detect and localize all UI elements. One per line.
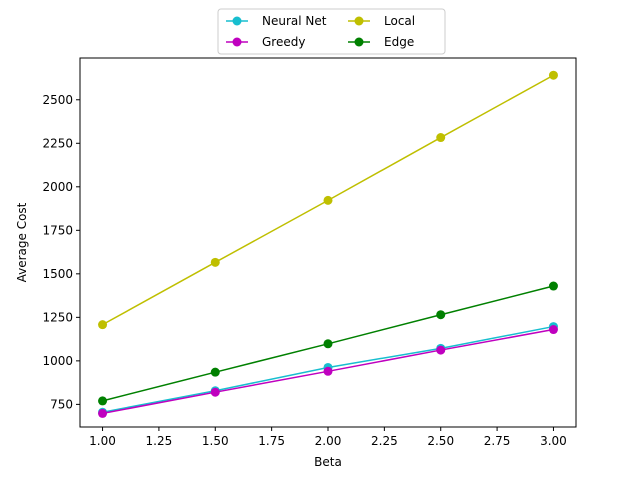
data-point-local: [548, 70, 558, 80]
data-point-edge: [210, 367, 220, 377]
x-tick-label: 2.50: [427, 434, 454, 448]
legend-label: Greedy: [262, 35, 305, 49]
x-tick-label: 1.25: [146, 434, 173, 448]
legend-marker: [232, 37, 242, 47]
legend-marker: [354, 16, 364, 26]
y-axis: 750 1000 1250 1500 1750 2000 2250 2500: [42, 93, 80, 411]
legend: Neural Net Greedy Local Edge: [217, 8, 446, 55]
data-point-local: [98, 320, 108, 330]
x-tick-label: 1.00: [89, 434, 116, 448]
legend-item-edge: Edge: [348, 35, 414, 49]
y-tick-label: 1750: [42, 223, 73, 237]
series-local: [98, 70, 558, 330]
legend-item-greedy: Greedy: [226, 35, 305, 49]
x-tick-label: 1.50: [202, 434, 229, 448]
data-point-greedy: [98, 408, 108, 418]
plot-area: [98, 70, 558, 418]
legend-label: Local: [384, 14, 415, 28]
legend-box: [217, 8, 446, 55]
data-point-local: [436, 133, 446, 143]
y-tick-label: 1000: [42, 354, 73, 368]
series-greedy: [98, 325, 558, 418]
y-axis-label: Average Cost: [15, 202, 29, 282]
data-point-greedy: [323, 366, 333, 376]
data-point-greedy: [436, 345, 446, 355]
legend-item-local: Local: [348, 14, 415, 28]
data-point-edge: [98, 396, 108, 406]
data-point-greedy: [548, 325, 558, 335]
x-tick-label: 2.00: [315, 434, 342, 448]
series-edge: [98, 281, 558, 406]
legend-marker: [354, 37, 364, 47]
data-point-local: [210, 257, 220, 267]
x-axis: 1.00 1.25 1.50 1.75 2.00 2.25 2.50 2.75 3.00: [89, 427, 567, 448]
y-tick-label: 1500: [42, 267, 73, 281]
data-point-edge: [548, 281, 558, 291]
x-axis-label: Beta: [314, 455, 342, 469]
data-point-edge: [323, 339, 333, 349]
y-tick-label: 1250: [42, 310, 73, 324]
x-tick-label: 2.25: [371, 434, 398, 448]
y-tick-label: 2500: [42, 93, 73, 107]
legend-item-neural-net: Neural Net: [226, 14, 327, 28]
y-tick-label: 750: [50, 397, 73, 411]
legend-label: Neural Net: [262, 14, 327, 28]
y-tick-label: 2250: [42, 136, 73, 150]
data-point-local: [323, 195, 333, 205]
legend-label: Edge: [384, 35, 414, 49]
y-tick-label: 2000: [42, 180, 73, 194]
x-tick-label: 3.00: [540, 434, 567, 448]
x-tick-label: 2.75: [484, 434, 511, 448]
data-point-greedy: [210, 387, 220, 397]
data-point-edge: [436, 310, 446, 320]
legend-marker: [232, 16, 242, 26]
x-tick-label: 1.75: [258, 434, 285, 448]
